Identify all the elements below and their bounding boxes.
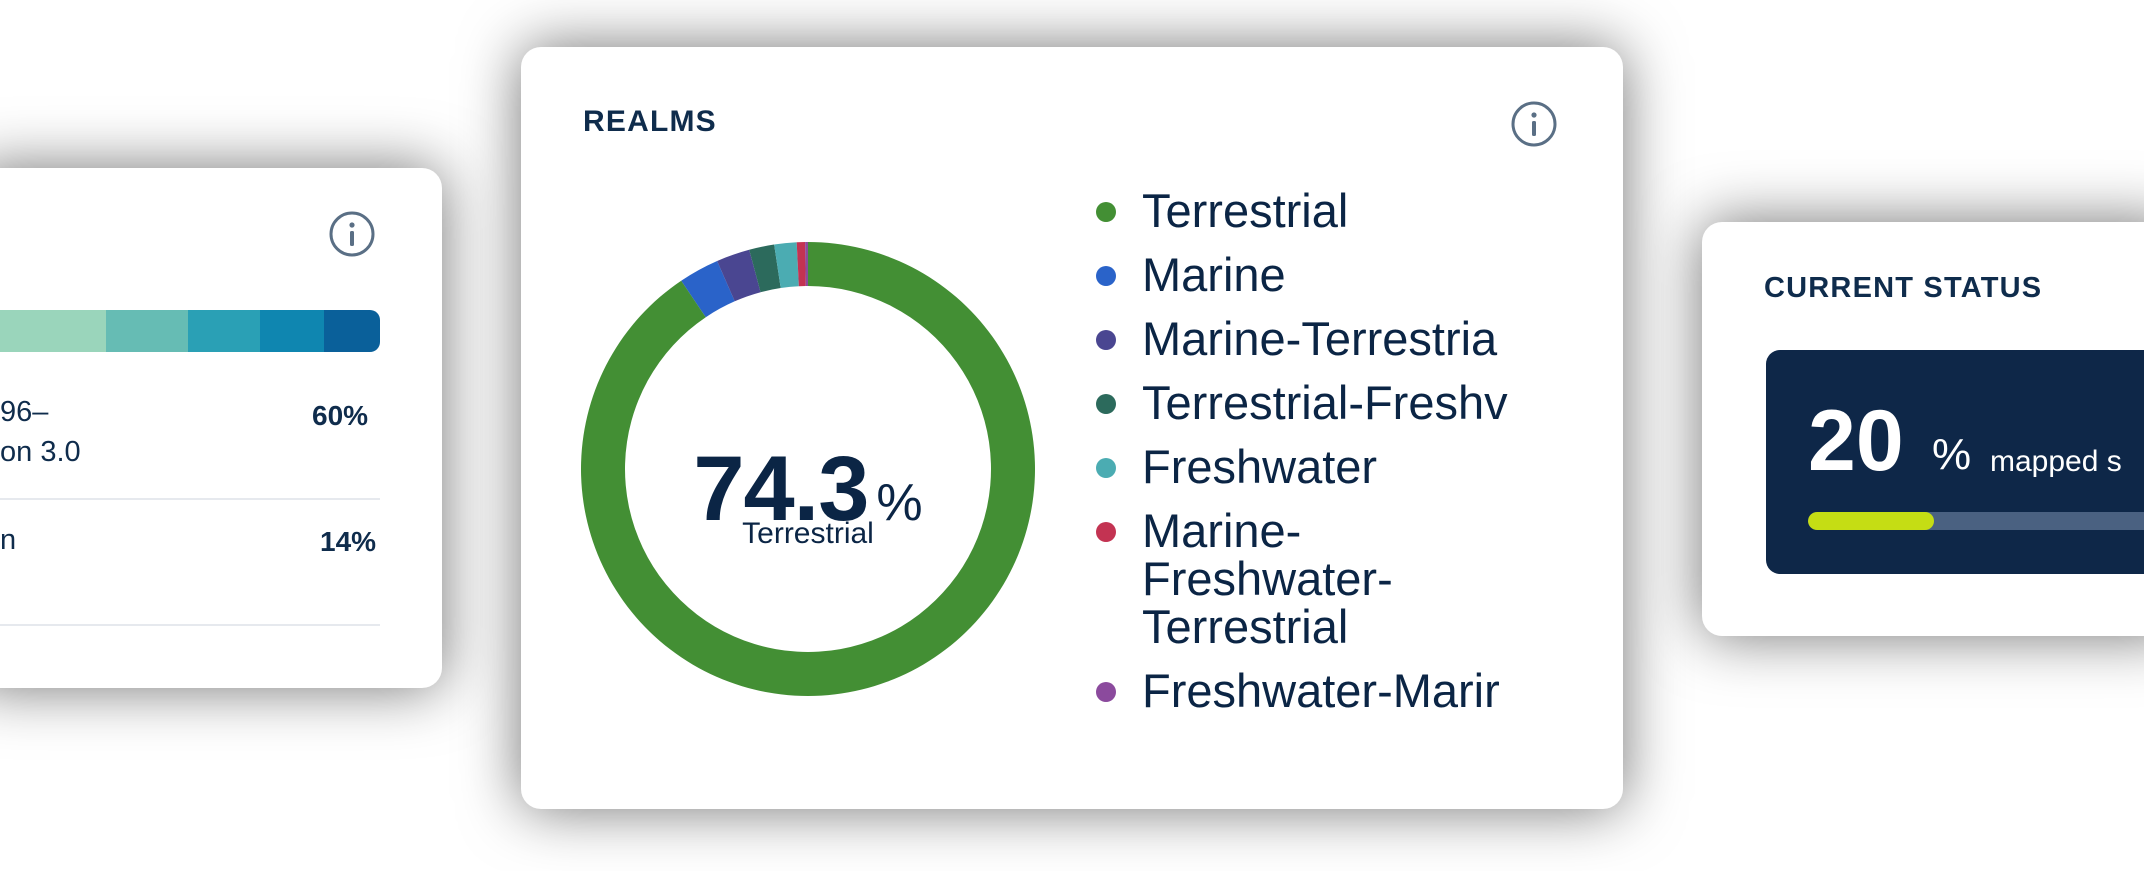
donut-slice-freshwater (774, 242, 799, 289)
donut-slice-terrestrial-freshv (749, 244, 781, 293)
legend-item: Freshwater (1096, 443, 1586, 491)
bar-segment (0, 310, 106, 352)
bar-segment (106, 310, 188, 352)
center-percentage: 74.3 (693, 438, 869, 540)
legend-dot-icon (1096, 458, 1116, 478)
legend-item: Marine (1096, 251, 1586, 299)
donut-slice-marine-terrestria (717, 249, 761, 302)
legend-label: Freshwater-Marir (1142, 664, 1500, 717)
legend-dot-icon (1096, 266, 1116, 286)
segmented-bar (0, 310, 380, 352)
legend-item: Marine-Terrestria (1096, 315, 1586, 363)
status-unit: % (1932, 430, 1972, 479)
legend-label: Marine-Terrestria (1142, 312, 1498, 365)
status-panel: 20 % mapped s (1766, 350, 2144, 574)
status-value: 20 (1808, 393, 1904, 489)
center-label: Terrestrial (742, 517, 874, 550)
legend-label: Freshwater (1142, 440, 1378, 493)
attribute-card: 96– on 3.0 60% n 14% (0, 168, 442, 688)
legend-dot-icon (1096, 682, 1116, 702)
legend-label: Marine-Freshwater-Terrestrial (1142, 504, 1393, 653)
donut-chart (581, 242, 1035, 696)
legend-item: Terrestrial-Freshv (1096, 379, 1586, 427)
card-title: CURRENT STATUS (1764, 272, 2043, 304)
progress-fill (1808, 512, 1934, 530)
donut-center-value: 74.3% (581, 437, 1035, 542)
legend-dot-icon (1096, 394, 1116, 414)
info-icon[interactable] (328, 210, 376, 258)
divider (0, 624, 380, 626)
legend-dot-icon (1096, 330, 1116, 350)
progress-track (1808, 512, 2144, 530)
info-icon[interactable] (1510, 100, 1558, 148)
legend-item: Freshwater-Marir (1096, 667, 1586, 715)
donut-slice-marine (681, 260, 735, 318)
bar-segment (260, 310, 324, 352)
row-label: 96– on 3.0 (0, 396, 81, 468)
bar-segment (324, 310, 380, 352)
card-title: REALMS (583, 105, 717, 138)
current-status-card: CURRENT STATUS 20 % mapped s (1702, 222, 2144, 636)
legend-item: Marine-Freshwater-Terrestrial (1096, 507, 1586, 651)
legend-label: Terrestrial (1142, 187, 1349, 237)
chart-legend: Terrestrial Marine Marine-Terrestria Terres… (1096, 187, 1586, 731)
bar-segment (188, 310, 260, 352)
row-value: 14% (320, 526, 377, 557)
realms-card: REALMS 74.3% Terrestrial Terrestrial Mari… (521, 47, 1623, 809)
legend-item: Terrestrial (1096, 187, 1586, 235)
legend-label: Terrestrial-Freshv (1142, 376, 1508, 429)
donut-slice-freshwater-marir (805, 242, 808, 287)
donut-slice-marine-freshwater-terrestrial (796, 242, 806, 287)
status-label: mapped s (1990, 445, 2122, 478)
center-unit: % (876, 474, 923, 532)
legend-label: Marine (1142, 248, 1286, 301)
row-value: 60% (312, 400, 369, 431)
legend-dot-icon (1096, 522, 1116, 542)
divider (0, 498, 380, 500)
legend-dot-icon (1096, 202, 1116, 222)
row-label: n (0, 524, 17, 556)
